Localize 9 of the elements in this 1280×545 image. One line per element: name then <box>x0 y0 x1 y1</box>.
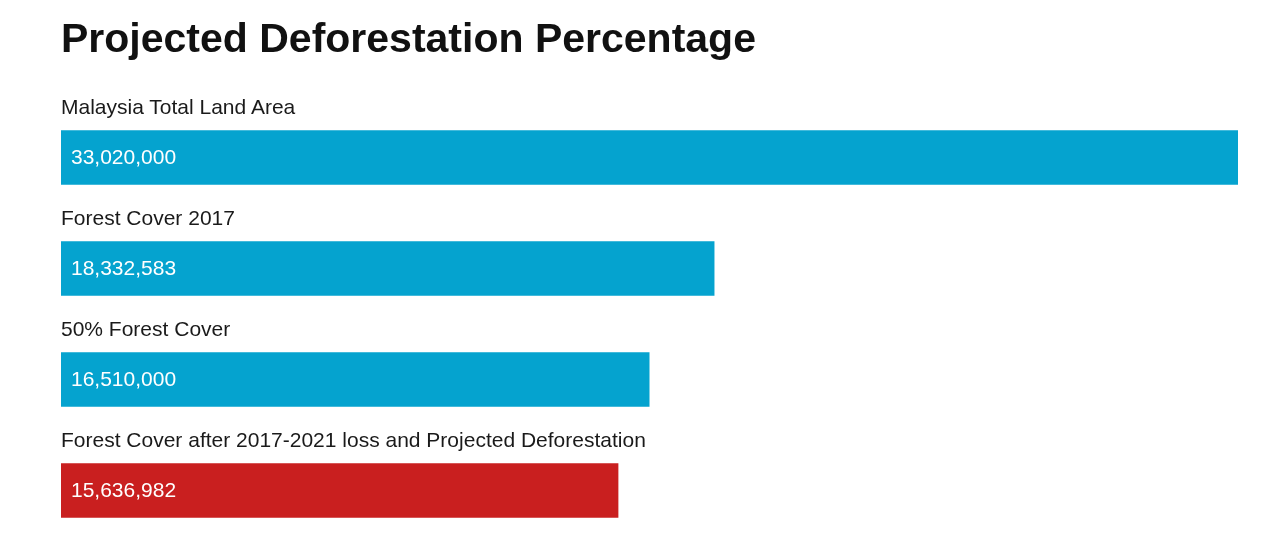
data-label: 15,636,982 <box>71 477 177 501</box>
y-tick-label: Malaysia Total Land Area <box>61 94 296 118</box>
chart-title: Projected Deforestation Percentage <box>61 14 756 61</box>
data-label: 18,332,583 <box>71 255 177 279</box>
y-tick-label: Forest Cover after 2017-2021 loss and Projected Deforestation <box>61 427 646 451</box>
y-tick-label: Forest Cover 2017 <box>61 205 235 229</box>
y-tick-label: 50% Forest Cover <box>61 316 231 340</box>
data-label: 33,020,000 <box>71 144 177 168</box>
data-label: 16,510,000 <box>71 366 177 390</box>
